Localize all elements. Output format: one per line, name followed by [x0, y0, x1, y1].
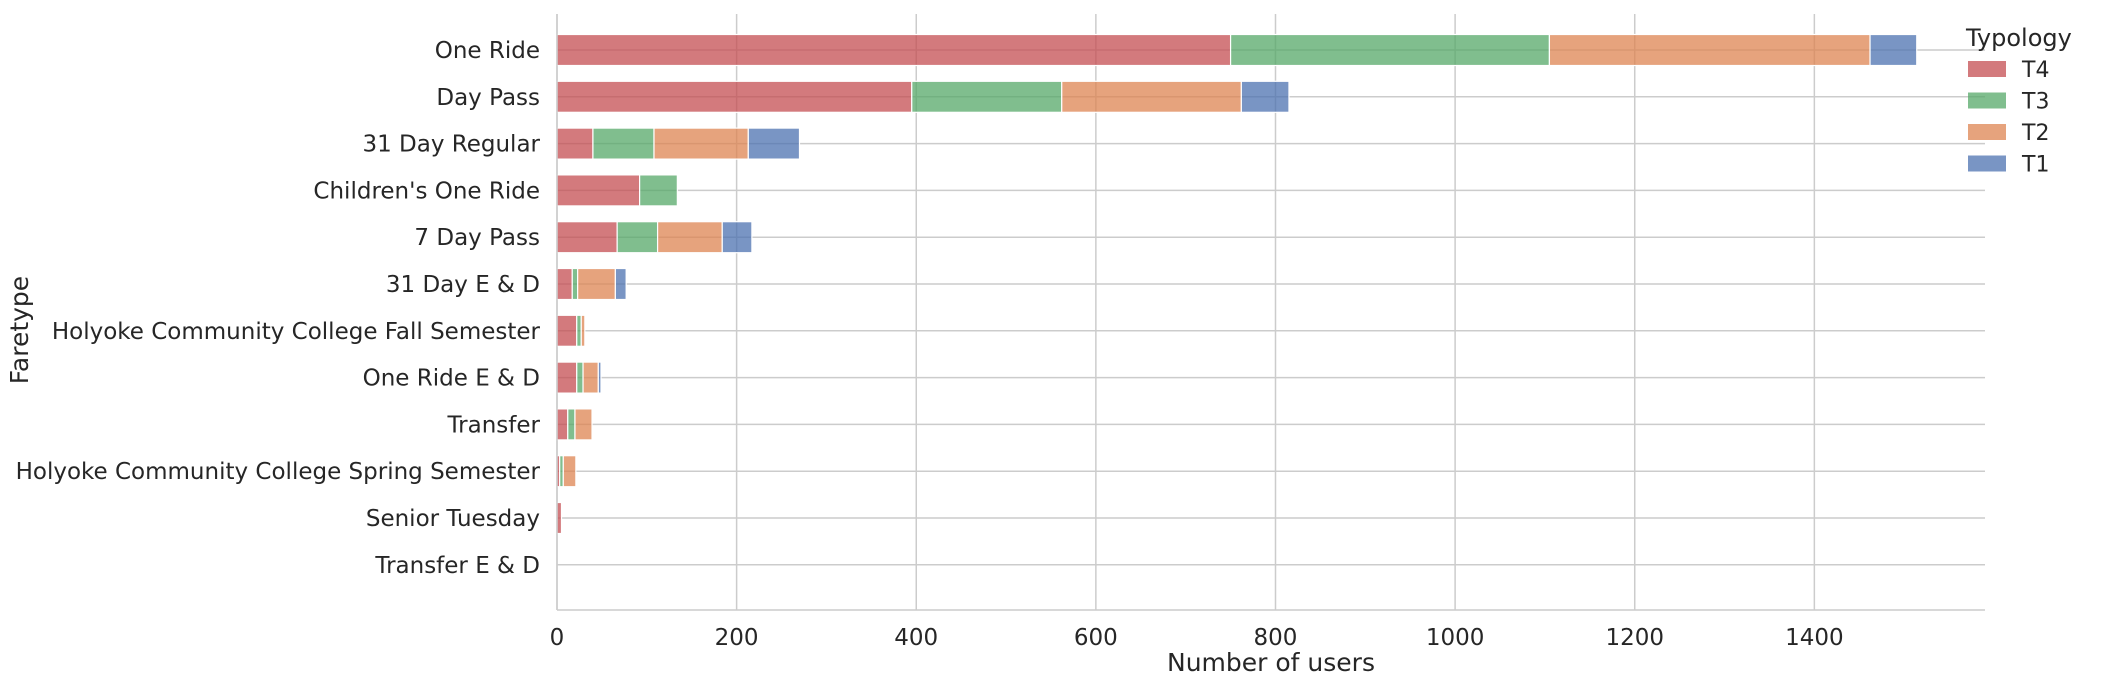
bar-segment-t2: [580, 314, 586, 347]
bar-segment-t4: [556, 174, 641, 207]
x-tick-label: 200: [715, 625, 759, 651]
bar-segment-t2: [656, 221, 723, 254]
bar-segment-t3: [616, 221, 659, 254]
bar-segment-t3: [592, 127, 655, 160]
bar-segment-t4: [556, 361, 578, 394]
bar-segment-t3: [576, 361, 584, 394]
legend-swatch-t3: [1968, 92, 2006, 109]
legend-label-t3: T3: [2021, 90, 2049, 115]
x-tick-label: 0: [550, 625, 565, 651]
legend: Typology T4 T3 T2 T1: [1965, 24, 2072, 178]
x-tick-label: 1000: [1426, 625, 1485, 651]
y-axis-ticks: One Ride Day Pass 31 Day Regular Children's…: [16, 38, 541, 579]
legend-title: Typology: [1965, 24, 2072, 52]
bar-segment-t1: [747, 127, 801, 160]
bar-segment-t3: [576, 314, 582, 347]
x-tick-label: 1400: [1785, 625, 1844, 651]
bar-segment-t3: [1229, 33, 1551, 67]
bar-segment-t4: [556, 314, 578, 347]
bar-segment-t2: [653, 127, 749, 160]
bar-segment-t4: [556, 408, 569, 441]
bar-segment-t4: [556, 33, 1232, 67]
bar-segment-t1: [614, 267, 627, 301]
bar-segment-t3: [911, 80, 1063, 113]
bar-segment-t2: [577, 267, 616, 301]
bar-segment-t2: [1061, 80, 1242, 113]
bar-segment-t1: [721, 221, 753, 254]
legend-swatch-t2: [1968, 124, 2006, 140]
legend-label-t1: T1: [2021, 153, 2049, 178]
bar-segment-t2: [582, 361, 599, 394]
legend-items: T4 T3 T2 T1: [1968, 58, 2049, 178]
bar-segment-t4: [556, 267, 573, 301]
x-tick-label: 1200: [1605, 625, 1664, 651]
x-axis-ticks: 0 200 400 600 800 1000 1200 1400: [550, 625, 1844, 651]
bar-segment-t1: [1869, 33, 1918, 67]
bars: [556, 33, 1918, 535]
bar-segment-t3: [571, 267, 579, 301]
x-tick-label: 400: [894, 625, 938, 651]
bar-segment-t1: [1240, 80, 1290, 113]
bar-segment-t4: [556, 80, 913, 113]
y-tick-label: Transfer: [447, 412, 541, 438]
bar-segment-t4: [556, 221, 618, 254]
y-tick-label: Day Pass: [436, 85, 540, 111]
y-axis-title: Faretype: [5, 276, 34, 384]
y-tick-label: One Ride E & D: [363, 366, 540, 392]
bar-segment-t1: [597, 361, 602, 394]
legend-label-t2: T2: [2021, 121, 2049, 146]
bar-segment-t4: [556, 127, 594, 160]
y-tick-label: Holyoke Community College Spring Semeste…: [16, 459, 541, 485]
y-tick-label: 7 Day Pass: [414, 225, 540, 251]
bar-segment-t2: [574, 408, 593, 441]
y-tick-label: One Ride: [435, 38, 540, 64]
legend-swatch-t1: [1968, 155, 2006, 172]
y-tick-label: Holyoke Community College Fall Semester: [52, 319, 541, 345]
bar-segment-t2: [562, 455, 577, 488]
x-tick-label: 600: [1074, 625, 1118, 651]
y-tick-label: Senior Tuesday: [366, 506, 540, 532]
bar-segment-t3: [567, 408, 576, 441]
y-tick-label: 31 Day E & D: [386, 272, 540, 298]
y-tick-label: 31 Day Regular: [362, 132, 540, 158]
bar-segment-t3: [639, 174, 678, 207]
x-tick-label: 800: [1254, 625, 1298, 651]
x-axis-title: Number of users: [1167, 648, 1375, 677]
bar-segment-t2: [1548, 33, 1871, 67]
y-tick-label: Children's One Ride: [313, 178, 540, 204]
y-tick-label: Transfer E & D: [374, 553, 540, 579]
legend-label-t4: T4: [2021, 58, 2049, 83]
legend-swatch-t4: [1968, 61, 2006, 77]
